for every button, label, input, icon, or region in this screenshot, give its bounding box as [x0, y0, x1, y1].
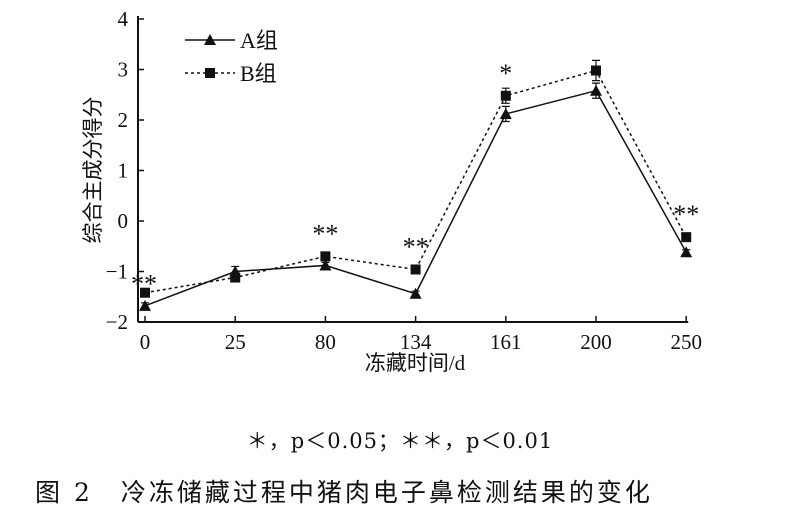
- series-b-point: [500, 90, 511, 101]
- significance-marker: **: [673, 200, 699, 229]
- y-tick-label: −1: [106, 260, 128, 284]
- series-a-point: [680, 246, 693, 258]
- series-b-point: [230, 272, 241, 283]
- x-tick-label: 80: [315, 330, 336, 354]
- significance-footnote: ＊，p＜0.05；＊＊，p＜0.01: [246, 429, 554, 453]
- figure-caption: 图 2 冷冻储藏过程中猪肉电子鼻检测结果的变化: [35, 478, 653, 507]
- y-tick-label: 1: [118, 159, 129, 183]
- x-tick-label: 161: [490, 330, 522, 354]
- legend-marker: [204, 34, 216, 45]
- series-a-point: [139, 299, 151, 311]
- y-tick-label: −2: [106, 310, 128, 334]
- series-a-point: [499, 107, 512, 119]
- series-b-point: [591, 65, 601, 76]
- y-tick-label: 4: [118, 7, 129, 31]
- significance-marker: **: [312, 219, 338, 248]
- x-tick-label: 134: [400, 330, 432, 354]
- series-a-point: [319, 259, 332, 271]
- series-b-point: [140, 287, 150, 298]
- significance-marker: **: [403, 232, 429, 261]
- significance-marker: **: [131, 270, 157, 299]
- x-axis-label: 冻藏时间/d: [365, 351, 466, 375]
- legend-label: B组: [240, 61, 277, 86]
- y-tick-label: 3: [118, 58, 129, 82]
- y-tick-label: 0: [118, 209, 129, 233]
- y-axis-label: 综合主成分得分: [81, 97, 105, 244]
- x-tick-label: 25: [225, 330, 246, 354]
- legend-marker: [205, 68, 215, 78]
- series-b-point: [320, 251, 331, 262]
- line-chart: −2 −1 0 1 2 3 4 0 25 80 134 161 200 250 冻藏时间/d 综合主成分得分 A…: [81, 7, 702, 375]
- series-b-point: [410, 264, 421, 275]
- series-a-point: [409, 287, 422, 299]
- significance-marker: *: [499, 59, 512, 88]
- x-tick-label: 200: [580, 330, 612, 354]
- legend-label: A组: [240, 28, 278, 53]
- x-tick-label: 250: [670, 330, 702, 354]
- x-tick-label: 0: [140, 330, 151, 354]
- y-tick-label: 2: [118, 108, 129, 132]
- series-b-point: [681, 232, 692, 243]
- series-a-point: [590, 84, 602, 96]
